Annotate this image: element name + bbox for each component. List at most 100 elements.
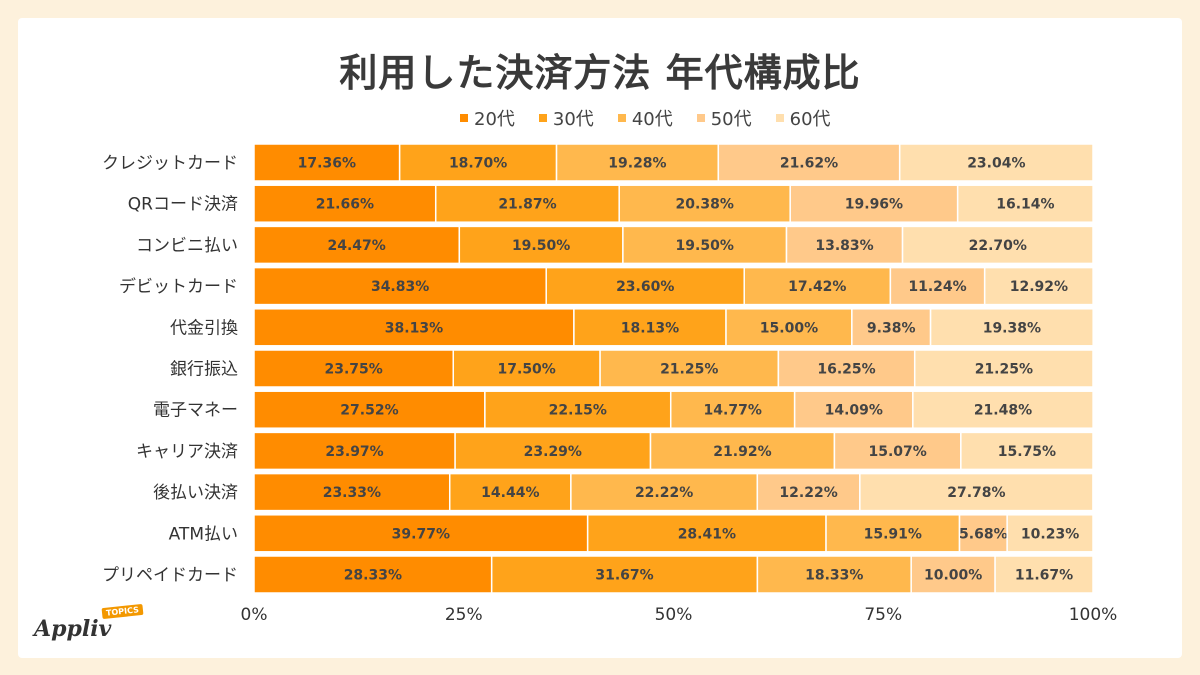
bar-segment [573,308,727,347]
category-label: キャリア決済 [136,442,238,462]
x-tick-label: 50% [655,605,693,625]
logo-wordmark: Appliv [34,616,112,642]
bar-segment [994,555,1094,594]
category-label: デビットカード [119,276,238,297]
bar-segment [555,143,720,182]
legend-item-30: 30代 [538,105,594,131]
bar-segment [253,143,401,182]
bar-segment [599,349,780,388]
legend-label: 40代 [631,109,673,130]
data-label: 11.24% [908,279,966,295]
bar-segment [253,266,547,306]
data-label: 10.23% [1021,526,1079,542]
data-label: 19.28% [608,156,666,172]
data-label: 19.50% [512,238,570,254]
data-label: 22.22% [635,485,693,501]
data-label: 9.38% [867,320,916,336]
bar-segment [913,349,1094,388]
bar-segment [912,390,1094,429]
data-label: 28.41% [678,526,736,542]
category-label: 電子マネー [153,401,238,421]
data-label: 18.13% [621,320,679,336]
legend-swatch [538,114,547,122]
data-label: 23.97% [325,444,383,460]
data-label: 12.22% [779,485,837,501]
bar-segment [958,514,1008,553]
data-label: 22.15% [549,403,607,419]
bar-segment [484,390,672,429]
x-tick-label: 0% [241,605,268,625]
data-label: 27.78% [947,485,1005,501]
legend-swatch [775,114,784,122]
data-label: 27.52% [340,403,398,419]
data-label: 39.77% [392,526,450,542]
data-label: 13.83% [815,238,873,254]
bar-segment [789,184,959,223]
data-label: 14.77% [704,403,762,419]
bar-segment [743,266,892,306]
x-tick-label: 25% [445,605,483,625]
bar-segment [929,308,1094,347]
legend-item-50: 50代 [696,105,752,131]
bar-segment [253,431,456,471]
bar-segment [889,266,986,306]
data-label: 23.29% [524,444,582,460]
data-label: 22.70% [969,238,1027,254]
data-label: 31.67% [595,568,653,584]
x-tick-label: 75% [864,605,902,625]
data-label: 11.67% [1015,568,1073,584]
bar-segment [452,349,601,388]
bar-segment [490,555,759,594]
bar-segment [398,143,558,182]
bar-segment [253,514,589,553]
chart-title: 利用した決済方法 年代構成比 [339,51,861,95]
bar-segment [253,225,461,265]
bar-segment [825,514,961,553]
bar-segment [649,431,836,471]
data-label: 19.96% [845,197,903,213]
bar-segment [910,555,996,594]
data-label: 12.92% [1010,279,1068,295]
data-label: 14.44% [481,485,539,501]
data-label: 23.33% [323,485,381,501]
category-label: コンビニ払い [136,236,238,256]
bar-segment [618,184,791,223]
legend-label: 30代 [552,109,594,130]
data-label: 17.42% [788,279,846,295]
bar-segment [448,472,572,512]
data-label: 15.00% [760,320,818,336]
data-label: 34.83% [371,279,429,295]
legend-item-60: 60代 [775,105,831,131]
bar-segment [1006,514,1094,553]
bar-segment [901,225,1094,265]
data-label: 21.87% [498,197,556,213]
legend-swatch [460,114,468,122]
data-label: 23.60% [616,279,674,295]
bar-segment [253,349,455,388]
legend-item-40: 40代 [617,105,673,131]
data-label: 21.25% [660,362,718,378]
data-label: 20.38% [676,197,734,213]
data-label: 21.25% [975,362,1033,378]
bar-segment [960,431,1094,471]
bar-segment [570,472,759,512]
bar-segment [793,390,914,429]
category-label: 代金引換 [170,318,238,338]
category-label: クレジットカード [102,154,238,174]
data-label: 15.91% [864,526,922,542]
bar-segment [253,308,575,347]
data-label: 18.70% [449,156,507,172]
bar-segment [956,184,1094,223]
data-label: 21.92% [713,444,771,460]
data-label: 17.50% [498,362,556,378]
data-label: 19.38% [983,320,1041,336]
data-label: 17.36% [298,156,356,172]
data-label: 21.48% [974,403,1032,419]
legend-swatch [696,114,705,122]
data-label: 5.68% [959,526,1008,542]
data-label: 24.47% [327,238,385,254]
bar-segment [983,266,1094,306]
data-label: 21.66% [316,197,374,213]
bar-segment [458,225,624,265]
